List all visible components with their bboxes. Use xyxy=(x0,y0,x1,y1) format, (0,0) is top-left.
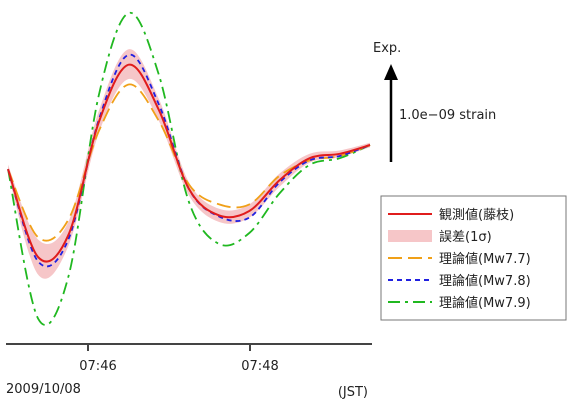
legend-items: 観測値(藤枝) 誤差(1σ) 理論値(Mw7.7) 理論値(Mw7.8) 理論値(Mw7… xyxy=(388,207,531,311)
scale-bar-title: Exp. xyxy=(373,41,401,56)
timezone-label: (JST) xyxy=(338,385,368,400)
legend: 観測値(藤枝) 誤差(1σ) 理論値(Mw7.7) 理論値(Mw7.8) 理論値(Mw7… xyxy=(380,195,567,321)
legend-label: 理論値(Mw7.7) xyxy=(439,251,531,267)
date-label: 2009/10/08 xyxy=(6,382,81,397)
scale-bar-label: 1.0e−09 strain xyxy=(399,108,496,123)
x-tick-label: 07:46 xyxy=(79,359,116,374)
series-line-observed xyxy=(7,63,371,263)
series-line-mw7.7 xyxy=(7,83,371,242)
series-line-mw7.9 xyxy=(7,12,371,326)
x-ticks: 07:46 07:48 xyxy=(79,344,279,374)
legend-label: 理論値(Mw7.9) xyxy=(439,295,531,311)
error-band-area xyxy=(8,49,370,279)
legend-label: 誤差(1σ) xyxy=(439,229,492,245)
x-tick-label: 07:48 xyxy=(241,359,278,374)
legend-label: 観測値(藤枝) xyxy=(439,207,514,223)
plot-area xyxy=(7,12,371,326)
legend-swatch-error-band xyxy=(388,230,432,242)
legend-label: 理論値(Mw7.8) xyxy=(439,273,531,289)
scale-bar-arrowhead xyxy=(384,64,398,80)
